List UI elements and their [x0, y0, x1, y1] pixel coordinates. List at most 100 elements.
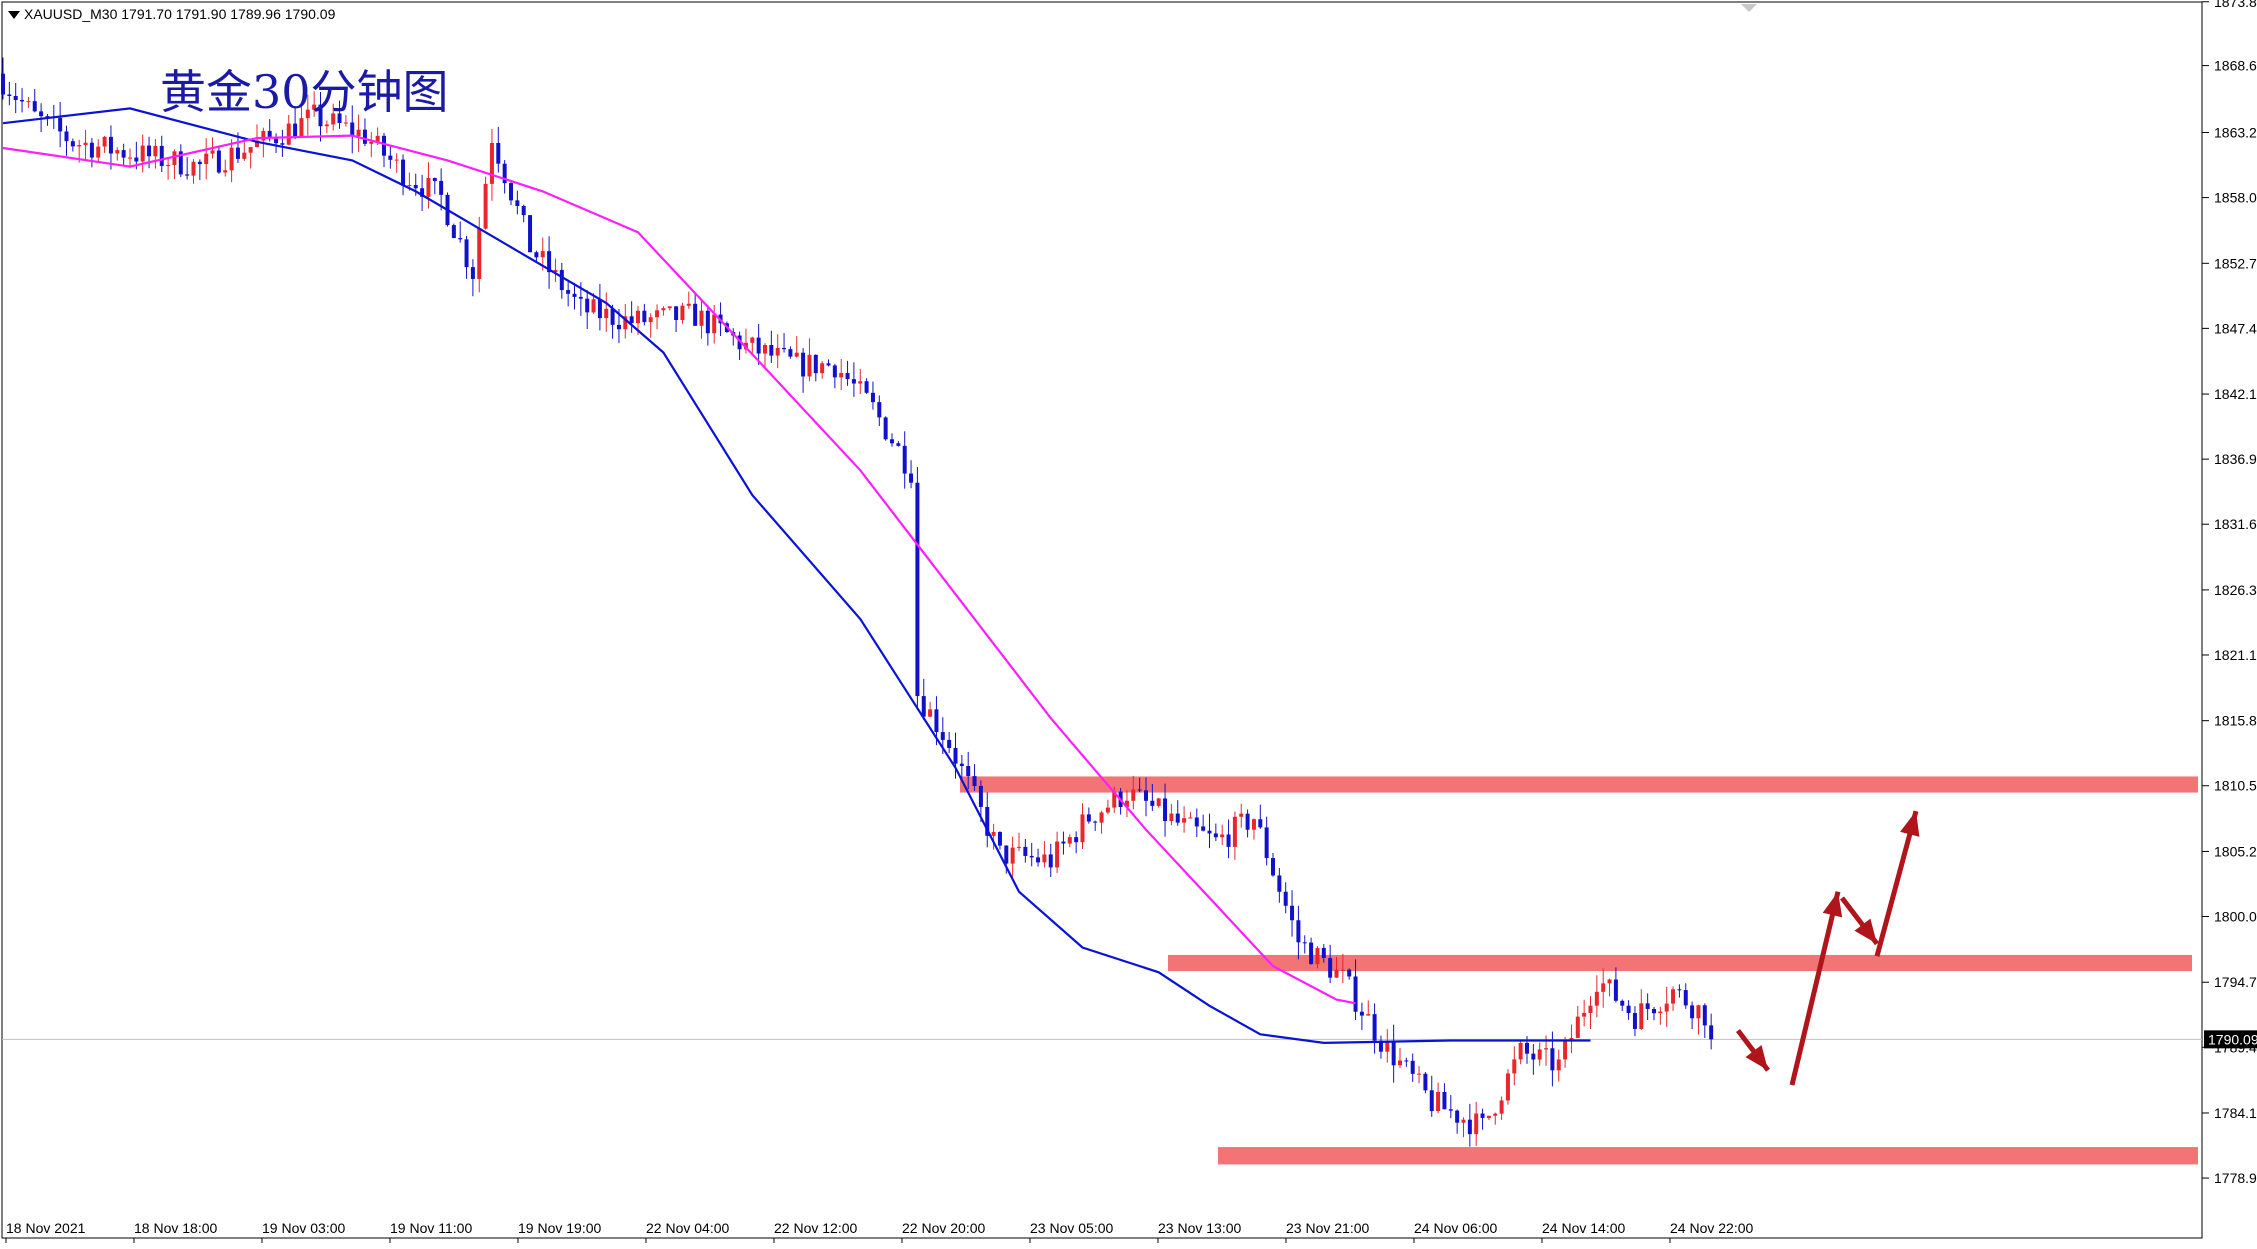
candle-body [1258, 819, 1263, 828]
candle-body [1378, 1040, 1383, 1052]
candle-body [864, 381, 869, 393]
candle-body [1112, 791, 1117, 808]
candle-body [153, 145, 158, 157]
x-tick-label: 19 Nov 03:00 [262, 1220, 345, 1236]
candle-body [693, 303, 698, 326]
candle-body [1677, 989, 1682, 991]
candle-body [464, 239, 469, 268]
ma-slow-line [2, 134, 1356, 1005]
candle-body [750, 337, 755, 343]
candle-body [623, 316, 628, 330]
candle-body [509, 183, 513, 201]
candle-body [159, 145, 164, 166]
x-tick-label: 24 Nov 06:00 [1414, 1220, 1497, 1236]
candle-body [966, 766, 971, 777]
candle-body [147, 145, 152, 157]
candle-body [1271, 858, 1275, 876]
candle-body [255, 140, 259, 148]
candle-body [515, 200, 520, 206]
y-tick-label: 1836.90 [2214, 451, 2257, 467]
candle-body [121, 150, 126, 158]
candle-body [388, 155, 393, 160]
candle-body [242, 152, 247, 159]
candle-body [1683, 990, 1688, 1006]
dropdown-triangle-icon[interactable] [8, 11, 20, 20]
candle-body [1658, 1011, 1663, 1014]
candle-body [991, 831, 996, 836]
candle-body [39, 111, 44, 117]
candle-body [896, 443, 901, 446]
candle-body [1328, 958, 1333, 978]
candle-body [648, 317, 653, 323]
candle-body [1182, 818, 1187, 823]
candle-body [610, 308, 615, 325]
candle-body [1461, 1119, 1466, 1123]
candle-body [839, 373, 844, 378]
candle-body [439, 180, 444, 195]
candle-body [1398, 1060, 1402, 1066]
candle-body [1074, 837, 1079, 843]
candle-body [985, 806, 990, 836]
candle-body [661, 308, 666, 311]
candle-body [553, 269, 558, 273]
candle-body [1372, 1014, 1377, 1041]
candle-body [1531, 1053, 1536, 1060]
y-tick-label: 1852.70 [2214, 255, 2257, 271]
candle-body [1296, 920, 1301, 943]
candle-body [680, 305, 685, 321]
y-tick-label: 1778.90 [2214, 1170, 2257, 1186]
candle-body [1347, 969, 1352, 977]
candle-body [58, 117, 63, 132]
candle-body [1639, 1003, 1644, 1029]
candle-body [813, 354, 818, 374]
support-resistance-zone [1168, 954, 2192, 972]
projection-arrow-shaft [1874, 810, 1919, 957]
x-tick-label: 24 Nov 14:00 [1542, 1220, 1625, 1236]
symbol-ohlc-text: XAUUSD_M30 1791.70 1791.90 1789.96 1790.… [24, 6, 336, 22]
candle-body [407, 185, 412, 187]
y-tick-label: 1868.65 [2214, 58, 2257, 74]
candle-body [261, 130, 266, 141]
candle-body [1563, 1040, 1568, 1060]
candle-body [585, 298, 590, 313]
candle-body [712, 314, 717, 334]
candle-body [197, 161, 202, 165]
candle-body [1017, 846, 1021, 848]
projection-arrow-head [1745, 1045, 1768, 1071]
candle-body [578, 296, 583, 299]
candle-body [1207, 830, 1212, 834]
candle-body [1512, 1059, 1517, 1074]
x-tick-label: 18 Nov 18:00 [134, 1220, 217, 1236]
candle-body [1239, 813, 1244, 817]
candle-body [1213, 833, 1218, 838]
candle-body [928, 709, 933, 717]
x-tick-label: 23 Nov 13:00 [1158, 1220, 1241, 1236]
candle-body [1309, 942, 1314, 965]
candle-body [426, 178, 431, 197]
candle-body [496, 142, 501, 164]
candle-body [1353, 976, 1358, 1012]
candle-body [248, 147, 253, 153]
candle-body [1607, 979, 1612, 984]
candle-body [1150, 800, 1155, 806]
candle-body [235, 147, 240, 159]
candle-body [1702, 1005, 1707, 1026]
candle-body [559, 269, 564, 291]
x-tick-label: 23 Nov 21:00 [1286, 1220, 1369, 1236]
candle-body [102, 136, 107, 147]
candle-body [1626, 1005, 1631, 1014]
candle-body [616, 324, 621, 330]
y-tick-label: 1847.45 [2214, 320, 2257, 336]
candle-body [1391, 1040, 1396, 1066]
candle-body [413, 185, 418, 189]
candle-body [216, 150, 221, 173]
candle-body [566, 290, 571, 294]
candle-body [178, 151, 183, 175]
candle-body [997, 831, 1002, 846]
candle-body [591, 299, 596, 313]
candle-body [362, 129, 367, 144]
x-tick-label: 19 Nov 19:00 [518, 1220, 601, 1236]
candle-body [947, 739, 952, 748]
candle-body [686, 303, 691, 306]
